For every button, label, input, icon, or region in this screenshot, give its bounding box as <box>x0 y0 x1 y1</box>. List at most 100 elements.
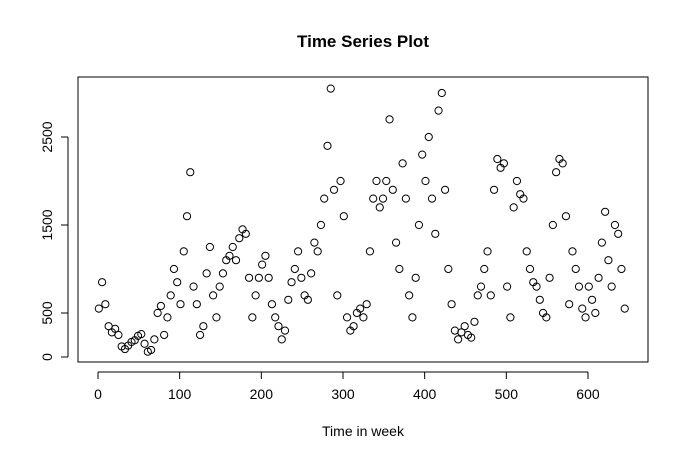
point <box>470 317 479 326</box>
point <box>192 300 201 309</box>
point <box>561 212 571 221</box>
point <box>195 330 205 340</box>
point <box>454 335 463 344</box>
point <box>173 278 182 287</box>
point <box>617 264 626 274</box>
x-tick-label: 400 <box>413 386 437 402</box>
point <box>375 203 384 212</box>
point <box>248 313 257 322</box>
point <box>431 229 440 238</box>
point <box>594 273 603 282</box>
point <box>320 194 329 203</box>
point <box>365 247 375 256</box>
point <box>153 308 162 318</box>
point <box>552 168 561 177</box>
point <box>565 300 574 309</box>
point <box>228 242 237 252</box>
point <box>111 324 120 333</box>
point <box>476 282 486 291</box>
plot-box <box>77 76 649 363</box>
point <box>254 273 263 282</box>
point <box>313 247 322 256</box>
point <box>97 278 107 287</box>
point <box>548 220 557 230</box>
point <box>493 154 502 164</box>
point <box>271 313 280 322</box>
point <box>235 234 244 243</box>
point <box>251 291 260 300</box>
point <box>290 264 299 274</box>
y-tick-label: 2500 <box>39 121 55 152</box>
point <box>525 264 535 274</box>
point <box>597 238 606 247</box>
point <box>444 264 453 274</box>
point <box>307 269 316 278</box>
point <box>359 313 368 322</box>
point <box>205 242 214 252</box>
point <box>215 282 224 291</box>
point <box>378 194 388 203</box>
x-tick-label: 200 <box>250 386 274 402</box>
point <box>244 273 254 282</box>
point <box>303 295 312 304</box>
point <box>614 229 623 238</box>
point <box>140 339 149 348</box>
point <box>160 330 169 340</box>
point <box>333 291 342 300</box>
point <box>581 313 590 322</box>
point <box>231 256 241 265</box>
point <box>356 304 365 313</box>
point <box>169 264 179 274</box>
point <box>349 322 358 331</box>
point <box>261 251 270 260</box>
point <box>146 345 156 355</box>
point <box>620 304 629 313</box>
point <box>212 313 221 322</box>
point <box>424 132 433 142</box>
point <box>189 282 198 291</box>
point <box>391 238 401 247</box>
x-axis-label: Time in week <box>322 423 405 439</box>
point <box>323 141 332 150</box>
x-tick-label: 0 <box>94 386 102 402</box>
point <box>574 282 584 291</box>
point <box>532 282 541 291</box>
point <box>483 247 492 256</box>
point <box>336 176 345 186</box>
point <box>199 322 208 331</box>
point <box>610 220 620 230</box>
point <box>535 295 544 304</box>
point <box>280 326 290 335</box>
point <box>480 264 489 274</box>
point <box>601 207 610 216</box>
point <box>558 159 567 168</box>
point <box>447 300 456 309</box>
point <box>467 333 476 342</box>
point <box>440 185 450 194</box>
point <box>218 269 228 278</box>
point <box>489 185 499 194</box>
point <box>369 194 378 203</box>
point <box>179 247 188 256</box>
point <box>94 304 103 313</box>
point <box>509 203 518 212</box>
y-tick-label: 0 <box>39 353 55 361</box>
point <box>297 273 306 282</box>
point <box>225 251 234 260</box>
point <box>519 194 528 203</box>
point <box>186 168 195 177</box>
y-tick-label: 1500 <box>39 209 55 240</box>
point <box>114 330 123 340</box>
point <box>284 295 293 304</box>
point <box>101 300 110 309</box>
point <box>503 282 512 291</box>
point <box>522 247 531 256</box>
point <box>326 84 335 93</box>
point <box>274 322 283 331</box>
point <box>408 313 417 322</box>
point <box>545 273 554 282</box>
point <box>587 295 597 304</box>
point <box>137 330 146 339</box>
point <box>604 256 613 265</box>
